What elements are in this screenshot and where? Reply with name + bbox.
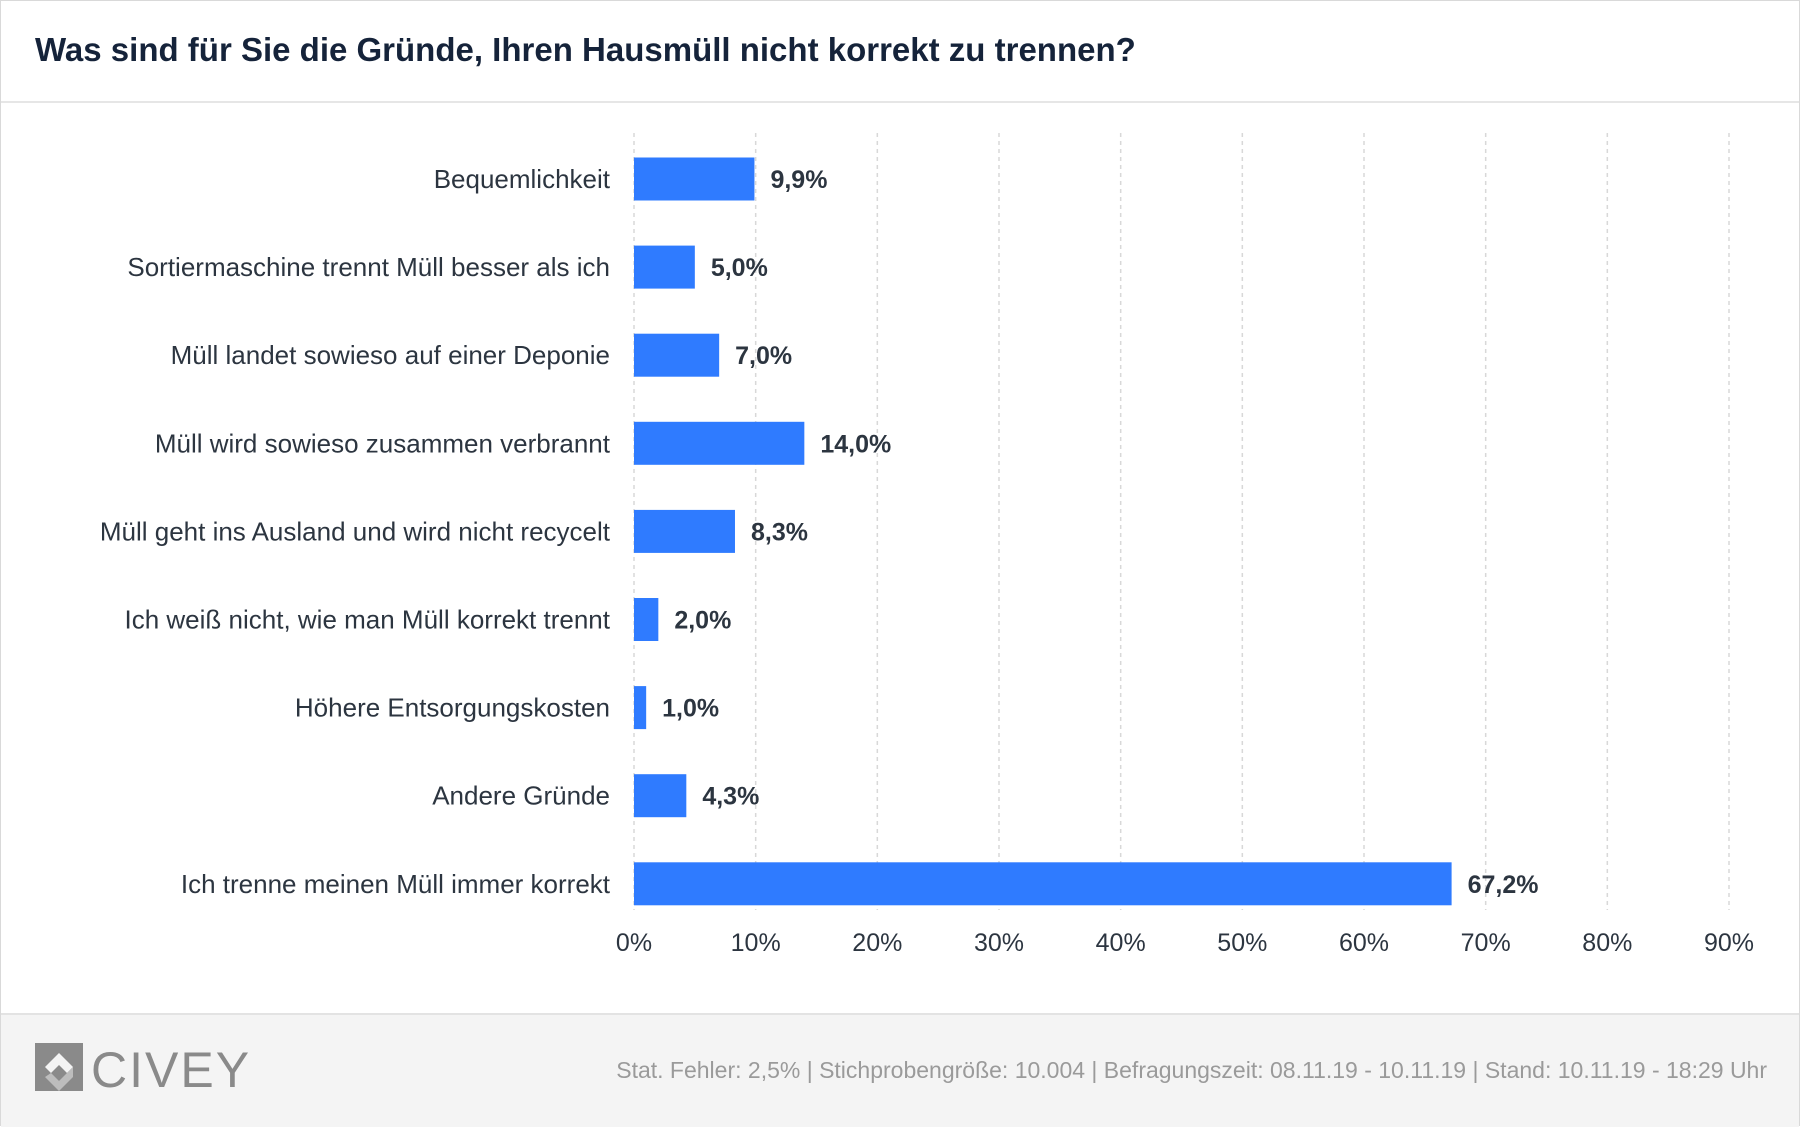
x-tick-label: 50% [1217,929,1267,957]
category-label: Müll wird sowieso zusammen verbrannt [155,428,611,458]
value-label: 2,0% [674,607,731,635]
x-tick-label: 20% [852,929,902,957]
x-tick-label: 70% [1461,929,1511,957]
value-label: 7,0% [735,342,792,370]
category-label: Müll landet sowieso auf einer Deponie [171,340,610,370]
chart-area: 0% 10% 20% 30% 40% 50% 60% 70% 80% 90% Bequemlichk… [1,103,1799,1011]
value-label: 8,3% [751,518,808,546]
category-label: Bequemlichkeit [434,164,611,194]
x-tick-label: 80% [1582,929,1632,957]
bar [634,245,695,289]
survey-methodology-note: Stat. Fehler: 2,5% | Stichprobengröße: 1… [616,1057,1767,1083]
category-label: Ich weiß nicht, wie man Müll korrekt tre… [125,605,611,635]
value-label: 14,0% [820,430,891,458]
bar [634,774,687,818]
chart-title: Was sind für Sie die Gründe, Ihren Hausm… [35,31,1136,68]
x-tick-label: 0% [616,929,652,957]
category-label: Höhere Entsorgungskosten [295,693,610,723]
bar [634,598,659,641]
bar [634,862,1452,906]
bar [634,686,647,730]
x-tick-label: 40% [1096,929,1146,957]
bar [634,333,720,377]
category-label: Sortiermaschine trennt Müll besser als i… [127,252,610,282]
value-label: 1,0% [662,695,719,723]
x-tick-label: 10% [731,929,781,957]
civey-logo[interactable]: CIVEY [35,1043,295,1103]
bar [634,509,735,553]
bar [634,157,755,201]
x-tick-label: 30% [974,929,1024,957]
bar-chart: 0% 10% 20% 30% 40% 50% 60% 70% 80% 90% Bequemlichk… [100,133,1754,957]
chart-footer: CIVEY Stat. Fehler: 2,5% | Stichprobengr… [1,1013,1799,1127]
value-label: 67,2% [1468,871,1539,899]
value-label: 5,0% [711,254,768,282]
civey-logo-icon [35,1043,83,1091]
bar [634,421,805,465]
category-label: Andere Gründe [432,781,610,811]
x-tick-label: 60% [1339,929,1389,957]
civey-logo-text: CIVEY [91,1042,252,1098]
value-label: 4,3% [702,783,759,811]
chart-header: Was sind für Sie die Gründe, Ihren Hausm… [1,1,1799,103]
category-label: Müll geht ins Ausland und wird nicht rec… [100,516,611,546]
x-tick-label: 90% [1704,929,1754,957]
value-label: 9,9% [770,166,827,194]
category-label: Ich trenne meinen Müll immer korrekt [181,869,611,899]
